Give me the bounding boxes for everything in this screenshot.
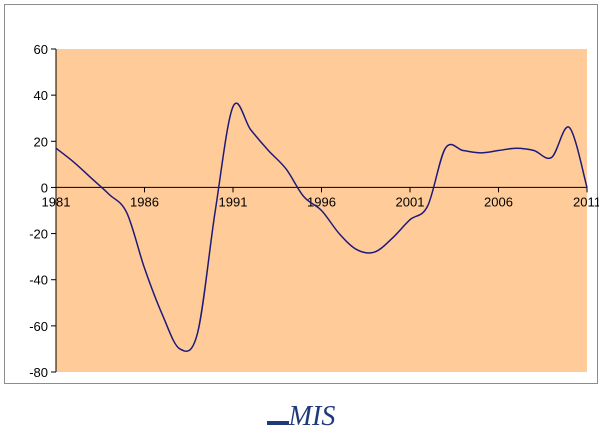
x-tick-label: 2001 [396, 194, 425, 209]
x-axis-ticks: 1981 1986 1991 1996 2001 2006 2011 [42, 187, 599, 209]
x-tick-label: 1986 [130, 194, 159, 209]
x-tick-label: 2006 [484, 194, 513, 209]
legend-swatch-mis [266, 420, 289, 425]
x-tick-label: 1996 [307, 194, 336, 209]
legend-label-mis: MIS [288, 401, 336, 432]
x-tick-label: 2011 [573, 194, 599, 209]
chart-frame: 60 40 20 0 -20 -40 -60 -80 1981 1986 1991 1996 2001… [4, 4, 599, 384]
y-tick-label: 0 [41, 180, 48, 195]
legend: MIS [0, 400, 602, 434]
y-tick-label: -20 [29, 227, 48, 242]
series-line-mis [55, 102, 588, 352]
y-tick-label: 60 [34, 42, 48, 57]
x-tick-label: 1991 [219, 194, 248, 209]
y-tick-label: -40 [29, 273, 48, 288]
y-axis-ticks: 60 40 20 0 -20 -40 -60 -80 [29, 42, 56, 380]
y-tick-label: -80 [29, 365, 48, 380]
y-tick-label: 20 [34, 134, 48, 149]
y-tick-label: -60 [29, 319, 48, 334]
y-tick-label: 40 [34, 88, 48, 103]
